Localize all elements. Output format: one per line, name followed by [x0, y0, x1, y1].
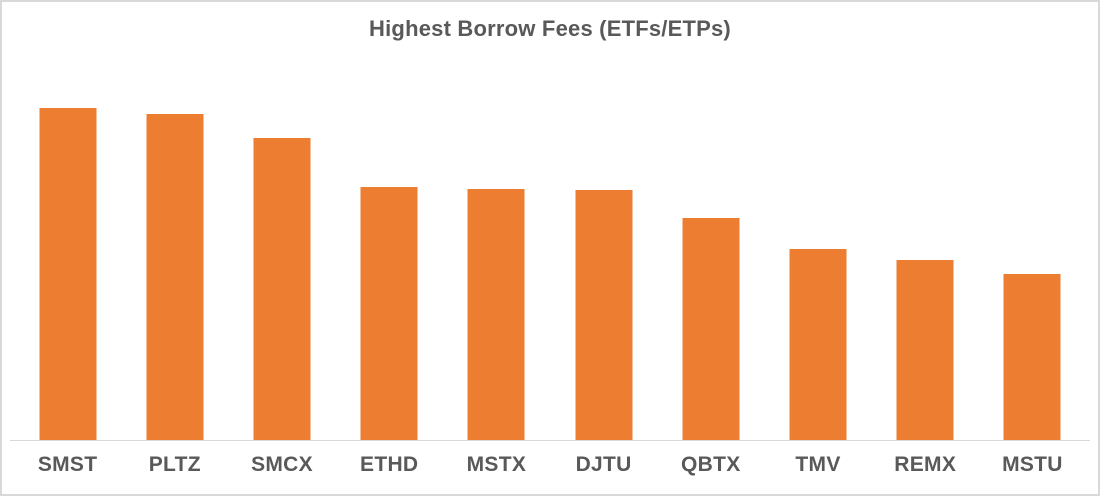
plot-area: [14, 108, 1086, 440]
category-label-tmv: TMV: [795, 452, 841, 476]
bar-djtu: [575, 190, 633, 440]
category-cell: [764, 108, 871, 440]
category-label-djtu: DJTU: [575, 452, 632, 476]
bar-mstu: [1003, 274, 1061, 440]
category-cell: [14, 108, 121, 440]
category-label-ethd: ETHD: [360, 452, 419, 476]
chart-title: Highest Borrow Fees (ETFs/ETPs): [369, 16, 731, 41]
category-cell: [336, 108, 443, 440]
bar-qbtx: [682, 217, 740, 440]
category-label-qbtx: QBTX: [681, 452, 741, 476]
bar-mstx: [467, 189, 525, 440]
bar-pltz: [146, 113, 204, 440]
category-cell: [443, 108, 550, 440]
category-label-smst: SMST: [37, 452, 98, 476]
category-label-remx: REMX: [894, 452, 957, 476]
category-label-pltz: PLTZ: [148, 452, 201, 476]
category-label-mstx: MSTX: [466, 452, 527, 476]
category-cell: [228, 108, 335, 440]
category-cell: [121, 108, 228, 440]
category-label-mstu: MSTU: [1002, 452, 1063, 476]
category-label-smcx: SMCX: [251, 452, 313, 476]
bar-remx: [896, 260, 954, 440]
category-cell: [872, 108, 979, 440]
category-cell: [657, 108, 764, 440]
x-axis-labels: SMST PLTZ SMCX ETHD MSTX DJTU QBTX TMV REMX MSTU: [14, 441, 1086, 494]
bar-smcx: [253, 137, 311, 440]
category-cell: [979, 108, 1086, 440]
bar-ethd: [360, 187, 418, 440]
category-cell: [550, 108, 657, 440]
bar-smst: [39, 108, 97, 440]
x-axis-line: [10, 440, 1090, 441]
bar-tmv: [789, 249, 847, 440]
